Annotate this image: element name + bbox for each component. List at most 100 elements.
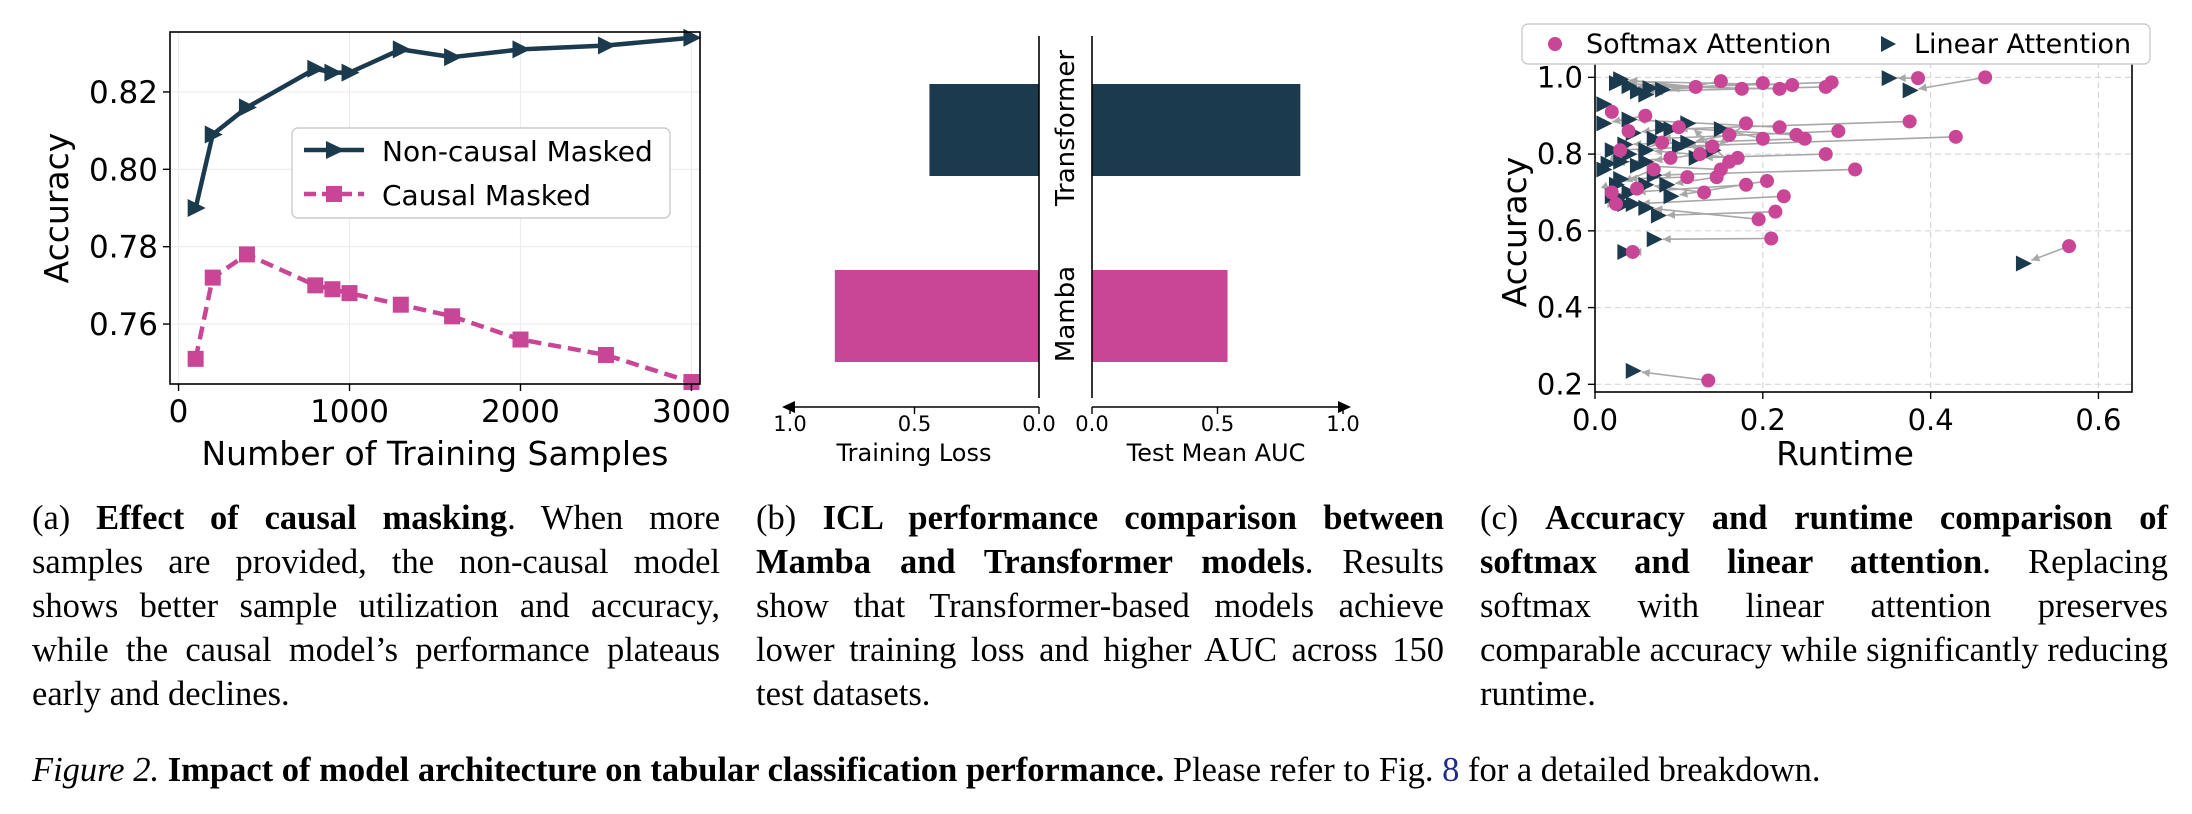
figure-caption-text: Please refer to Fig. — [1172, 751, 1434, 789]
softmax-attention-point — [1646, 162, 1661, 177]
linear-attention-points — [1596, 70, 2032, 379]
y-tick-label: 0.8 — [1537, 137, 1583, 171]
softmax-attention-point — [1902, 114, 1917, 129]
x-tick-label: 0.0 — [1572, 403, 1618, 437]
linear-attention-point — [2015, 255, 2032, 272]
data-point-noncausal — [444, 48, 463, 67]
series-line-causal — [193, 252, 693, 385]
right-axis-arrowhead — [1338, 401, 1351, 413]
linear-attention-point — [1663, 121, 1680, 138]
runtime-arrowhead — [1612, 116, 1621, 125]
softmax-attention-point — [1734, 81, 1749, 96]
chart-c-ticks: 0.0 0.2 0.4 0.60.20.40.60.81.0 — [1537, 60, 2122, 437]
linear-attention-point — [1604, 142, 1621, 159]
runtime-arrow — [1629, 79, 1696, 88]
data-point-noncausal — [204, 125, 223, 144]
runtime-arrow — [1687, 136, 1956, 147]
softmax-attention-points — [1604, 70, 2077, 388]
softmax-attention-point — [1818, 79, 1833, 94]
softmax-attention-point — [1948, 129, 1963, 144]
legend-marker-linear — [1881, 36, 1896, 52]
y-tick-label: 0.76 — [89, 307, 158, 343]
y-tick-label: 1.0 — [1537, 60, 1583, 94]
y-tick-label: 0.78 — [89, 230, 158, 266]
softmax-attention-point — [1776, 189, 1791, 204]
legend-marker-causal — [326, 186, 342, 202]
caption-a: (a) Effect of causal masking. When more … — [32, 496, 720, 716]
caption-b-title: ICL performance comparison between Mamba… — [756, 499, 1444, 581]
x-tick-label: 0.2 — [1740, 403, 1786, 437]
softmax-attention-point — [1768, 204, 1783, 219]
caption-c-title: Accuracy and runtime comparison of softm… — [1480, 499, 2168, 581]
runtime-arrowhead — [1654, 147, 1663, 156]
legend-marker-noncausal — [326, 141, 345, 159]
runtime-arrowhead — [2031, 253, 2041, 262]
runtime-arrowhead — [1662, 235, 1671, 244]
softmax-attention-point — [1831, 124, 1846, 139]
linear-attention-point — [1621, 78, 1638, 95]
caption-b-text: . Results show that Transformer-based mo… — [756, 543, 1444, 713]
caption-a-prefix: (a) — [32, 499, 97, 537]
softmax-attention-point — [1911, 71, 1926, 86]
runtime-arrow — [1662, 130, 1839, 140]
data-point-noncausal — [392, 40, 411, 59]
softmax-attention-point — [1713, 74, 1728, 89]
left-axis-tick-label: 0.0 — [1022, 412, 1055, 436]
figure-reference-link[interactable]: 8 — [1442, 751, 1460, 789]
x-tick-label: 0.4 — [1908, 403, 1954, 437]
runtime-arrow — [1662, 168, 1856, 176]
linear-attention-point — [1596, 115, 1613, 132]
y-tick-label: 0.2 — [1537, 367, 1583, 401]
softmax-attention-point — [1701, 373, 1716, 388]
chart-a-xlabel: Number of Training Samples — [202, 434, 669, 473]
caption-a-text: . When more samples are provided, the no… — [32, 499, 721, 713]
caption-b-prefix: (b) — [756, 499, 823, 537]
runtime-arrowhead — [1662, 170, 1671, 179]
x-tick-label: 0 — [169, 394, 189, 430]
right-axis-label: Test Mean AUC — [1126, 439, 1306, 467]
data-point-causal — [683, 374, 700, 391]
linear-attention-point — [1902, 82, 1919, 99]
runtime-arrow — [1620, 145, 1713, 151]
softmax-attention-point — [1789, 127, 1804, 142]
softmax-attention-point — [1621, 124, 1636, 139]
y-tick-label: 0.82 — [89, 75, 158, 111]
softmax-attention-point — [1671, 120, 1686, 135]
legend-label-softmax: Softmax Attention — [1586, 29, 1831, 60]
caption-c: (c) Accuracy and runtime comparison of s… — [1480, 496, 2168, 716]
data-point-noncausal — [307, 59, 326, 78]
left-axis-tick-label: 0.5 — [898, 412, 931, 436]
softmax-attention-point — [1625, 244, 1640, 259]
runtime-arrowhead — [1918, 83, 1928, 92]
data-point-noncausal — [341, 63, 360, 82]
runtime-arrow — [1637, 183, 1747, 193]
linear-attention-point — [1646, 231, 1663, 248]
right-axis-tick-label: 0.5 — [1201, 412, 1234, 436]
y-tick-label: 0.4 — [1537, 291, 1583, 325]
legend-label-noncausal: Non-causal Masked — [382, 135, 653, 168]
y-tick-label: 0.6 — [1537, 214, 1583, 248]
x-tick-label: 2000 — [481, 394, 560, 430]
runtime-arrow — [1637, 119, 1780, 129]
softmax-attention-point — [1655, 135, 1670, 150]
runtime-arrowhead — [1654, 205, 1663, 214]
runtime-arrowhead — [1693, 129, 1703, 138]
chart-c-plot-frame — [1594, 61, 2133, 393]
softmax-attention-point — [1680, 170, 1695, 185]
data-point-causal — [444, 308, 461, 325]
caption-c-text: . Replacing softmax with linear attentio… — [1480, 543, 2168, 713]
legend-box — [291, 127, 671, 219]
linear-attention-point — [1663, 188, 1680, 205]
runtime-arrowhead — [1719, 136, 1729, 145]
softmax-attention-point — [1755, 76, 1770, 91]
linear-attention-point — [1655, 81, 1672, 98]
data-point-noncausal — [512, 40, 531, 59]
data-point-noncausal — [597, 36, 616, 55]
data-point-causal — [204, 269, 221, 286]
legend-label-causal: Causal Masked — [382, 179, 591, 212]
runtime-arrow — [1666, 210, 1776, 216]
caption-b: (b) ICL performance comparison between M… — [756, 496, 1444, 716]
softmax-attention-point — [1638, 108, 1653, 123]
chart-a-legend: Non-causal Masked Causal Masked — [291, 127, 671, 219]
